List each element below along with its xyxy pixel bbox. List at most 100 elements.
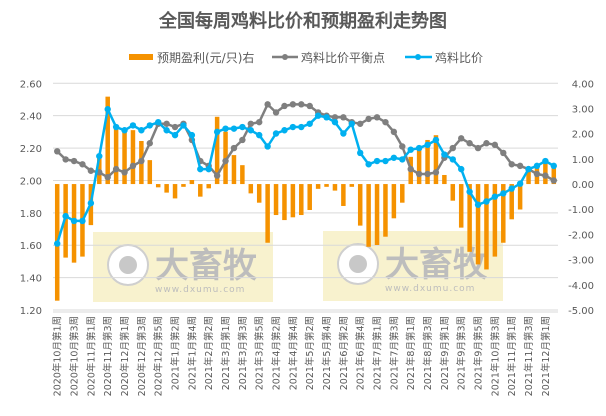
x-tick-label: 2021年11月第1周: [506, 316, 518, 396]
balance-point: [264, 101, 271, 108]
ratio-point: [146, 122, 153, 129]
chart-title: 全国每周鸡料比价和预期盈利走势图: [158, 10, 447, 32]
profit-bar: [383, 184, 388, 237]
x-tick-label: 2021年12月第1周: [540, 316, 552, 396]
profit-bar: [341, 184, 346, 206]
ratio-point: [458, 165, 465, 173]
ratio-point: [138, 127, 145, 134]
profit-bar: [492, 184, 498, 257]
ratio-point: [508, 185, 515, 192]
balance-point: [382, 118, 389, 126]
x-tick-label: 2021年3月第5周: [254, 316, 266, 390]
ratio-point: [79, 217, 86, 225]
ratio-point: [373, 157, 381, 165]
ratio-point: [491, 193, 499, 200]
profit-bar: [332, 184, 338, 191]
ratio-point: [62, 212, 69, 220]
x-tick-label: 2021年8月第3周: [422, 316, 434, 390]
ratio-point: [197, 165, 204, 173]
balance-point: [449, 144, 456, 152]
ratio-point: [348, 120, 355, 127]
x-tick-label: 2021年1月第2周: [170, 316, 182, 390]
ratio-point: [281, 127, 288, 134]
y-right-tick-label: 3.00: [572, 104, 594, 115]
profit-bar: [155, 184, 161, 188]
ratio-point: [449, 156, 456, 163]
ratio-point: [407, 146, 414, 153]
legend: 预期盈利(元/只)右 鸡料比价平衡点 鸡料比价: [129, 50, 483, 65]
legend-item-ratio: 鸡料比价: [405, 50, 483, 65]
x-tick-label: 2020年10月第1周: [52, 316, 64, 396]
profit-bar: [147, 160, 153, 185]
ratio-point: [550, 162, 557, 170]
ratio-point: [205, 165, 212, 173]
ratio-point: [230, 125, 238, 132]
profit-bar: [442, 174, 447, 185]
y-right-tick-label: 4.00: [572, 79, 594, 90]
balance-point: [171, 123, 179, 131]
ratio-point: [533, 162, 541, 170]
x-tick-label: 2021年1月第4周: [186, 316, 198, 390]
balance-point: [424, 170, 431, 178]
lines: [54, 101, 557, 247]
ratio-point: [323, 114, 330, 121]
x-tick-label: 2020年11月第3周: [102, 316, 114, 396]
profit-bar: [517, 184, 523, 210]
x-tick-label: 2021年5月第4周: [321, 316, 333, 390]
ratio-point: [331, 118, 339, 126]
profit-bar: [189, 180, 195, 185]
balance-point: [70, 157, 78, 165]
profit-bar: [433, 135, 439, 185]
balance-point: [121, 169, 128, 176]
profit-bar: [122, 131, 127, 185]
x-tick-label: 2021年6月第2周: [338, 316, 350, 390]
balance-point: [87, 167, 95, 174]
balance-point: [256, 118, 263, 126]
legend-item-balance: 鸡料比价平衡点: [272, 50, 385, 65]
ratio-point: [365, 161, 372, 168]
balance-point: [516, 162, 524, 170]
balance-point: [54, 148, 61, 155]
profit-bar: [425, 139, 430, 185]
balance-point: [112, 165, 120, 173]
balance-point: [432, 169, 440, 176]
y-left-tick-label: 2.40: [20, 112, 42, 123]
y-left-tick-label: 2.00: [20, 176, 42, 187]
profit-bar: [467, 184, 472, 252]
balance-point: [407, 165, 414, 173]
x-tick-label: 2021年3月第1周: [220, 316, 232, 390]
profit-bar: [551, 167, 557, 185]
profit-bar: [366, 184, 371, 247]
ratio-point: [155, 118, 162, 126]
balance-point: [474, 144, 482, 152]
profit-bar: [265, 184, 270, 243]
y-right-tick-label: 1.00: [572, 155, 594, 166]
balance-point: [247, 120, 254, 127]
x-tick-label: 2021年4月第2周: [271, 316, 283, 390]
ratio-point: [129, 122, 137, 129]
x-tick-label: 2021年8月第1周: [405, 316, 417, 390]
balance-point: [138, 157, 145, 165]
balance-point: [466, 140, 473, 147]
ratio-point: [474, 201, 482, 208]
watermark-brand: 大畜牧: [155, 246, 258, 286]
profit-bar: [526, 169, 531, 185]
y-left-tick-label: 1.20: [20, 306, 42, 317]
balance-point: [458, 135, 465, 142]
ratio-point: [483, 198, 490, 205]
balance-point: [163, 120, 170, 127]
x-tick-label: 2020年11月第1周: [85, 316, 97, 396]
profit-bar: [475, 184, 481, 265]
profit-bar: [181, 184, 186, 187]
x-tick-label: 2021年3月第3周: [237, 316, 249, 390]
profit-bar: [172, 184, 178, 199]
ratio-point: [87, 199, 95, 207]
profit-bar: [509, 184, 514, 220]
profit-bar: [299, 184, 304, 216]
profit-bar: [307, 184, 312, 211]
balance-point: [331, 114, 339, 121]
profit-bar: [400, 184, 405, 203]
profit-bar: [248, 184, 254, 194]
legend-marker-ratio: [415, 54, 421, 60]
